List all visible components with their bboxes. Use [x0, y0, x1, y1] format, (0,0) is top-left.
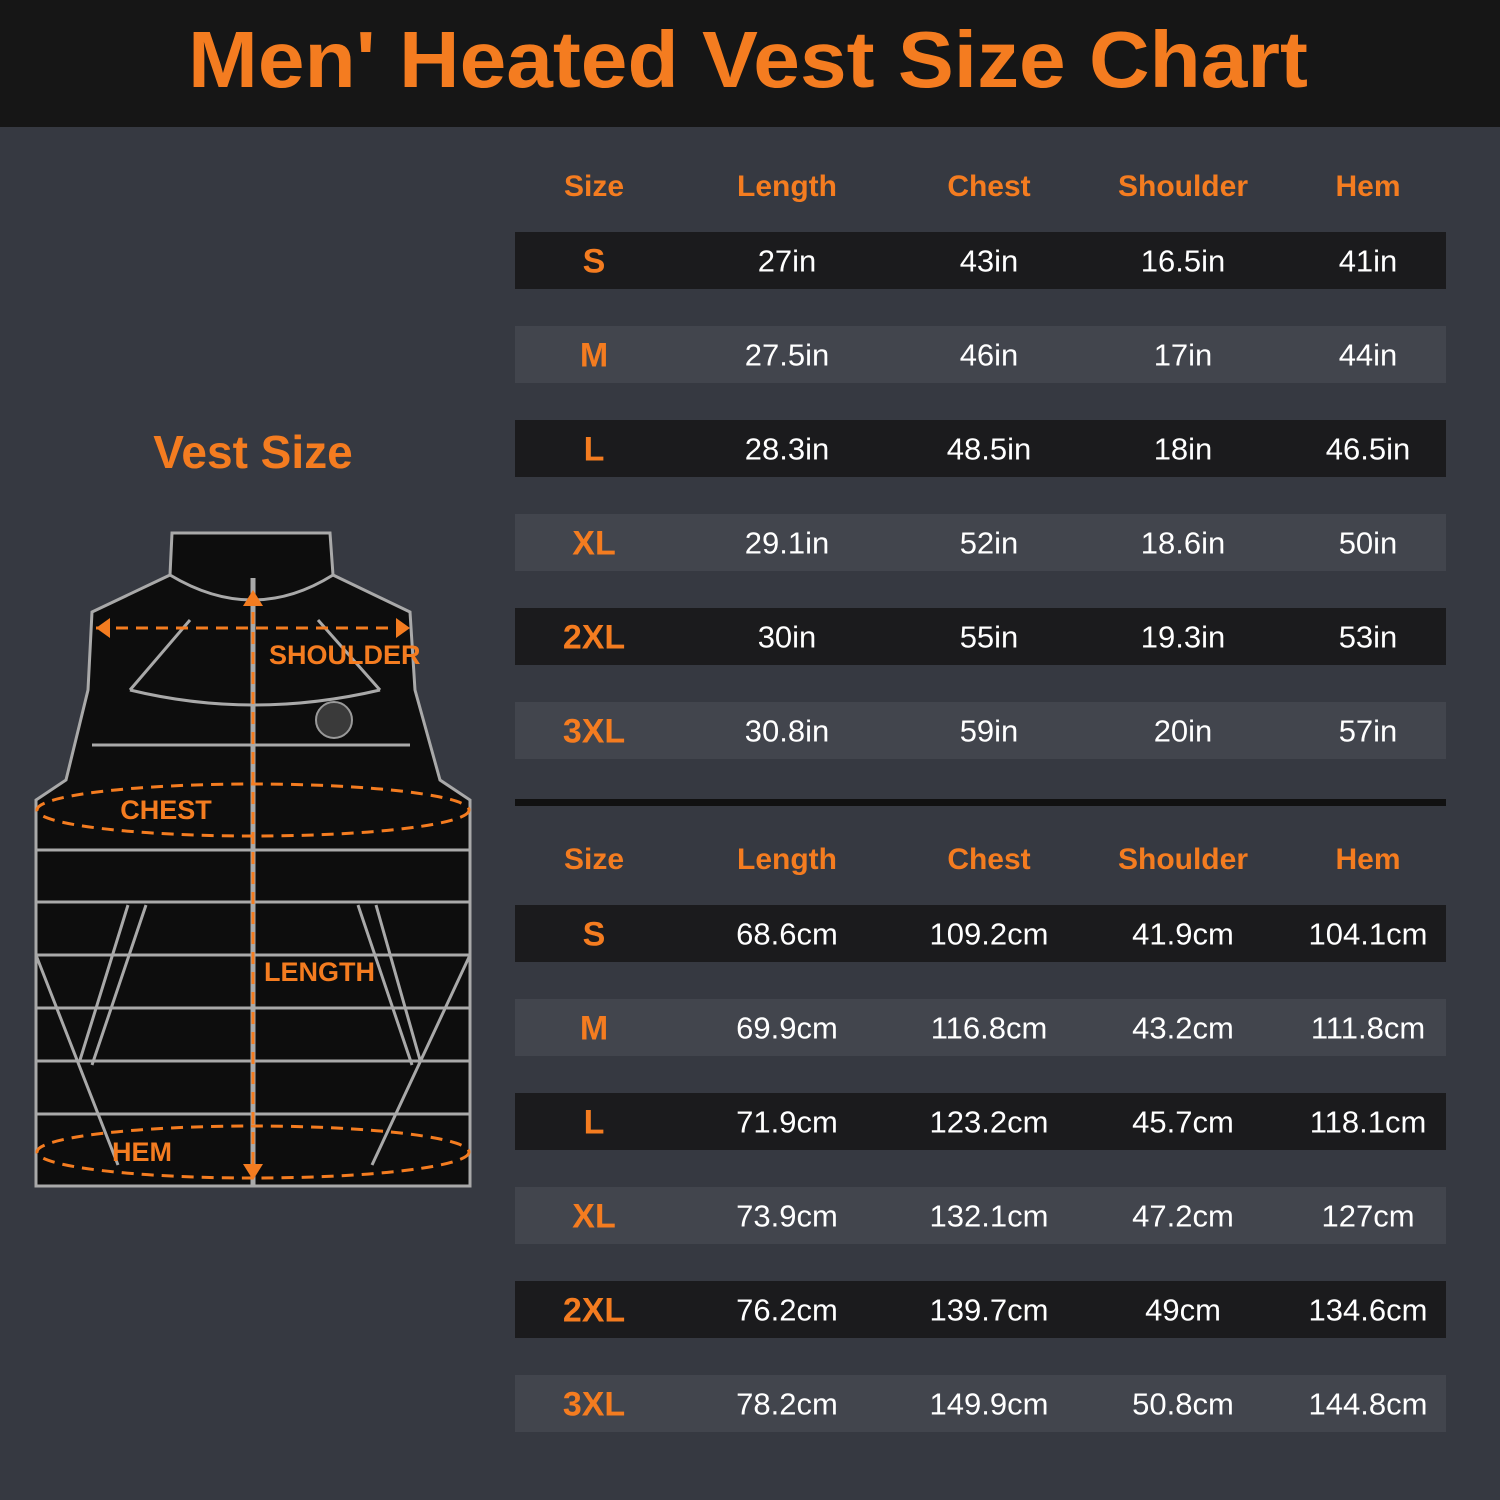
row-band — [515, 1187, 1446, 1244]
measure-cell: 18in — [1154, 432, 1213, 467]
row-band — [515, 999, 1446, 1056]
measure-cell: 109.2cm — [930, 917, 1049, 952]
row-band — [515, 326, 1446, 383]
column-header: Shoulder — [1118, 170, 1248, 203]
shoulder-label: SHOULDER — [269, 640, 421, 670]
measure-cell: 41in — [1339, 244, 1398, 279]
row-band — [515, 514, 1446, 571]
row-band — [515, 420, 1446, 477]
measure-cell: 46in — [960, 338, 1019, 373]
page-title: Men' Heated Vest Size Chart — [188, 15, 1308, 104]
row-band — [515, 608, 1446, 665]
measure-cell: 17in — [1154, 338, 1213, 373]
measure-cell: 30in — [758, 620, 817, 655]
size-cell: XL — [572, 524, 615, 562]
measure-cell: 52in — [960, 526, 1019, 561]
size-cell: M — [580, 336, 608, 374]
measure-cell: 73.9cm — [736, 1199, 838, 1234]
measure-cell: 29.1in — [745, 526, 829, 561]
measure-cell: 50in — [1339, 526, 1398, 561]
measure-cell: 49cm — [1145, 1293, 1221, 1328]
measure-cell: 46.5in — [1326, 432, 1410, 467]
measure-cell: 132.1cm — [930, 1199, 1049, 1234]
column-header: Shoulder — [1118, 843, 1248, 876]
column-header: Size — [564, 170, 624, 203]
chest-label: CHEST — [120, 795, 212, 825]
row-band — [515, 1093, 1446, 1150]
measure-cell: 111.8cm — [1311, 1011, 1425, 1046]
size-cell: S — [583, 242, 606, 280]
heat-button — [315, 701, 353, 739]
measure-cell: 118.1cm — [1310, 1105, 1427, 1140]
column-header: Hem — [1335, 843, 1400, 876]
size-cell: XL — [572, 1197, 615, 1235]
row-band — [515, 1281, 1446, 1338]
measure-cell: 69.9cm — [736, 1011, 838, 1046]
column-header: Size — [564, 843, 624, 876]
measure-cell: 43.2cm — [1132, 1011, 1234, 1046]
measure-cell: 149.9cm — [930, 1387, 1049, 1422]
pocket-lines — [34, 904, 472, 1166]
measure-cell: 57in — [1339, 714, 1398, 749]
hem-label: HEM — [112, 1137, 172, 1167]
size-cell: 3XL — [563, 712, 625, 750]
measure-cell: 78.2cm — [736, 1387, 838, 1422]
measure-cell: 28.3in — [745, 432, 829, 467]
measure-cell: 50.8cm — [1132, 1387, 1234, 1422]
measure-cell: 45.7cm — [1132, 1105, 1234, 1140]
measure-cell: 71.9cm — [736, 1105, 838, 1140]
measure-cell: 41.9cm — [1132, 917, 1234, 952]
size-cell: 2XL — [563, 618, 625, 656]
measure-cell: 53in — [1339, 620, 1398, 655]
measure-cell: 44in — [1339, 338, 1398, 373]
hem-loop — [35, 1124, 471, 1180]
measure-cell: 134.6cm — [1309, 1293, 1428, 1328]
measure-cell: 48.5in — [947, 432, 1031, 467]
measure-cell: 20in — [1154, 714, 1213, 749]
vest-drawing: SHOULDER CHEST LENGTH HEM — [34, 531, 472, 1188]
row-band — [515, 1375, 1446, 1432]
diagram-title: Vest Size — [153, 426, 352, 478]
measure-cell: 43in — [960, 244, 1019, 279]
row-band — [515, 905, 1446, 962]
measure-cell: 55in — [960, 620, 1019, 655]
measure-cell: 18.6in — [1141, 526, 1225, 561]
size-cell: S — [583, 915, 606, 953]
row-band — [515, 232, 1446, 289]
measure-cell: 16.5in — [1141, 244, 1225, 279]
column-header: Chest — [947, 843, 1030, 876]
measure-cell: 127cm — [1321, 1199, 1414, 1234]
size-cell: L — [584, 1103, 605, 1141]
measure-cell: 104.1cm — [1309, 917, 1428, 952]
header-band — [0, 0, 1500, 127]
measure-cell: 30.8in — [745, 714, 829, 749]
measure-cell: 116.8cm — [931, 1011, 1048, 1046]
table-divider — [515, 799, 1446, 806]
length-label: LENGTH — [264, 957, 375, 987]
column-header: Chest — [947, 170, 1030, 203]
measure-cell: 27in — [758, 244, 817, 279]
size-cell: 2XL — [563, 1291, 625, 1329]
measure-cell: 139.7cm — [930, 1293, 1049, 1328]
measure-cell: 19.3in — [1141, 620, 1225, 655]
size-cell: L — [584, 430, 605, 468]
size-cell: 3XL — [563, 1385, 625, 1423]
size-cell: M — [580, 1009, 608, 1047]
column-header: Hem — [1335, 170, 1400, 203]
measure-cell: 59in — [960, 714, 1019, 749]
measure-cell: 68.6cm — [736, 917, 838, 952]
measure-cell: 144.8cm — [1309, 1387, 1428, 1422]
column-header: Length — [737, 170, 837, 203]
column-header: Length — [737, 843, 837, 876]
measure-cell: 47.2cm — [1132, 1199, 1234, 1234]
row-band — [515, 702, 1446, 759]
measure-cell: 123.2cm — [930, 1105, 1049, 1140]
measure-cell: 27.5in — [745, 338, 829, 373]
measure-cell: 76.2cm — [736, 1293, 838, 1328]
